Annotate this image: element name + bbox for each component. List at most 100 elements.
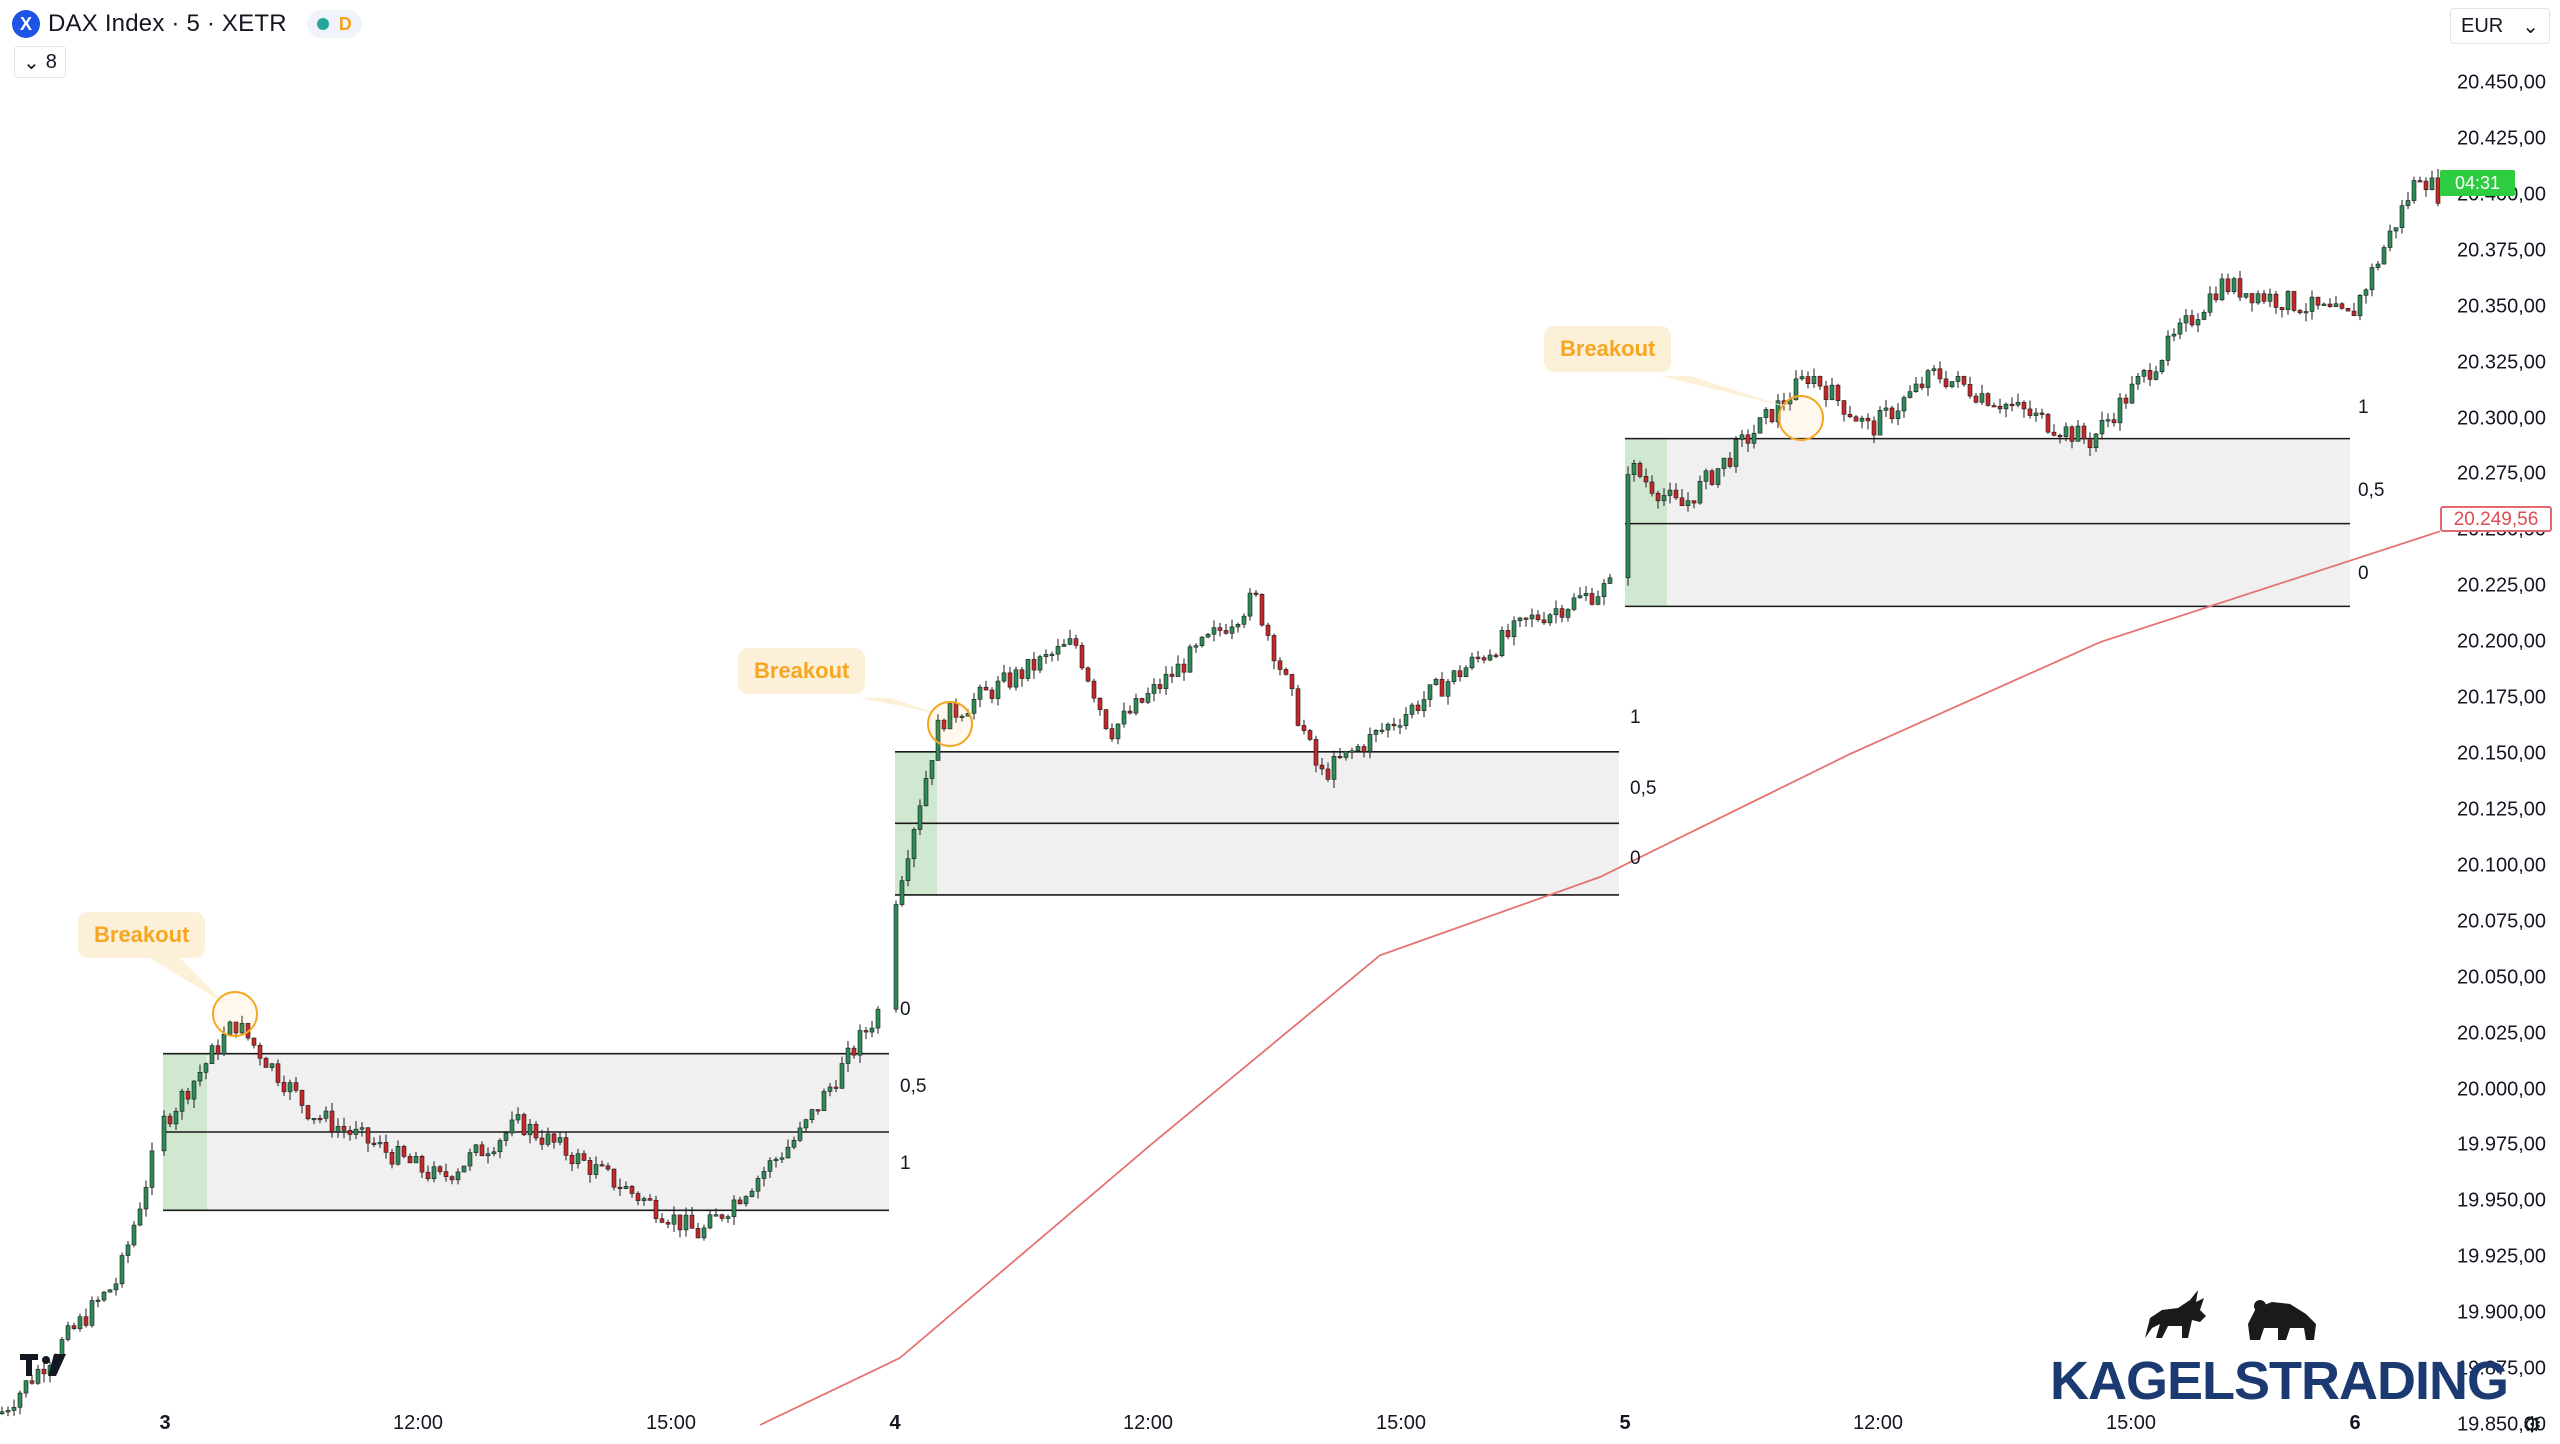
- candle-down: [2009, 403, 2015, 406]
- candle-up: [107, 1289, 113, 1293]
- price-axis-label: 20.175,00: [2457, 686, 2546, 709]
- candle-up: [845, 1047, 851, 1064]
- indicators-toggle-button[interactable]: ⌄ 8: [14, 46, 66, 78]
- candle-up: [1907, 391, 1913, 398]
- candle-down: [1475, 656, 1481, 659]
- candle-up: [899, 880, 905, 905]
- candle-down: [347, 1130, 353, 1135]
- candle-up: [527, 1123, 533, 1136]
- breakout-callout-pointer: [1660, 376, 1791, 408]
- candle-up: [2357, 294, 2363, 317]
- candle-up: [209, 1045, 215, 1064]
- candle-down: [1919, 383, 1925, 388]
- candle-up: [137, 1208, 143, 1226]
- candle-up: [1331, 756, 1337, 780]
- candle-down: [1283, 669, 1289, 675]
- candle-up: [2003, 403, 2009, 410]
- candle-down: [365, 1127, 371, 1144]
- candle-up: [875, 1008, 881, 1029]
- candle-down: [2339, 303, 2345, 309]
- candle-up: [161, 1115, 167, 1152]
- candle-up: [797, 1127, 803, 1141]
- gear-icon[interactable]: ⚙: [2522, 1412, 2542, 1437]
- candle-up: [1229, 626, 1235, 634]
- candle-up: [2405, 200, 2411, 206]
- market-status-pill[interactable]: D: [306, 10, 362, 38]
- candle-up: [1565, 609, 1571, 618]
- candle-up: [2153, 371, 2159, 380]
- candle-up: [2309, 296, 2315, 312]
- candle-up: [1595, 596, 1601, 605]
- candle-down: [1325, 768, 1331, 780]
- candle-down: [1847, 413, 1853, 418]
- candle-up: [1373, 730, 1379, 735]
- candlestick-series: [0, 169, 2441, 1417]
- candle-up: [467, 1152, 473, 1167]
- candle-up: [1427, 684, 1433, 700]
- candle-down: [1643, 476, 1649, 483]
- candle-up: [2015, 402, 2021, 406]
- candle-up: [1403, 714, 1409, 726]
- range-level-label: 0,5: [900, 1076, 927, 1097]
- range-level-label: 0: [2358, 563, 2369, 584]
- price-axis-label: 19.950,00: [2457, 1189, 2546, 1212]
- symbol-title[interactable]: DAX Index · 5 · XETR: [48, 10, 287, 37]
- candle-up: [2135, 375, 2141, 385]
- brand-watermark: KAGELSTRADING: [2050, 1280, 2509, 1411]
- candle-down: [2045, 413, 2051, 433]
- candle-up: [1607, 577, 1613, 584]
- candle-up: [1979, 393, 1985, 403]
- candle-up: [2207, 293, 2213, 313]
- candle-up: [413, 1156, 419, 1164]
- candle-down: [1769, 409, 1775, 423]
- candle-down: [1523, 617, 1529, 620]
- candle-up: [2243, 293, 2249, 298]
- candle-down: [29, 1380, 35, 1384]
- candle-down: [2417, 180, 2423, 183]
- candle-up: [1913, 383, 1919, 392]
- time-axis-label: 6: [2349, 1412, 2361, 1434]
- candle-up: [455, 1171, 461, 1181]
- candle-up: [1901, 397, 1907, 412]
- candle-up: [779, 1157, 785, 1160]
- candle-down: [2315, 296, 2321, 306]
- symbol-logo-icon[interactable]: X: [12, 10, 40, 38]
- candle-up: [1421, 699, 1427, 711]
- candle-down: [71, 1325, 77, 1329]
- price-axis-label: 20.050,00: [2457, 966, 2546, 989]
- candle-up: [2369, 267, 2375, 291]
- candle-up: [545, 1133, 551, 1145]
- candle-down: [521, 1114, 527, 1136]
- candle-up: [785, 1146, 791, 1159]
- range-level-label: 1: [2358, 397, 2369, 418]
- time-axis-label: 12:00: [1122, 1412, 1174, 1434]
- candle-up: [311, 1118, 317, 1121]
- candle-up: [701, 1227, 707, 1239]
- candle-up: [1529, 614, 1535, 620]
- candle-up: [1625, 474, 1631, 579]
- candle-down: [1301, 725, 1307, 731]
- candle-up: [2303, 311, 2309, 314]
- tradingview-logo-icon[interactable]: [20, 1352, 68, 1380]
- candle-up: [2141, 370, 2147, 377]
- candle-up: [1949, 381, 1955, 388]
- candle-down: [1871, 420, 1877, 436]
- candle-down: [695, 1228, 701, 1239]
- breakout-circle: [927, 701, 973, 747]
- candle-down: [1967, 384, 1973, 397]
- candle-up: [857, 1030, 863, 1056]
- price-axis-label: 20.075,00: [2457, 910, 2546, 933]
- candle-up: [2105, 419, 2111, 422]
- candle-down: [737, 1199, 743, 1205]
- candle-down: [167, 1115, 173, 1125]
- candle-down: [569, 1155, 575, 1165]
- candle-up: [1733, 439, 1739, 467]
- candle-up: [893, 904, 899, 1010]
- candle-down: [1109, 728, 1115, 740]
- candle-up: [1061, 644, 1067, 647]
- currency-select[interactable]: EUR ⌄: [2450, 8, 2550, 44]
- market-open-dot-icon: [316, 18, 329, 30]
- candle-down: [1007, 672, 1013, 688]
- range-level-label: 0: [1630, 848, 1641, 869]
